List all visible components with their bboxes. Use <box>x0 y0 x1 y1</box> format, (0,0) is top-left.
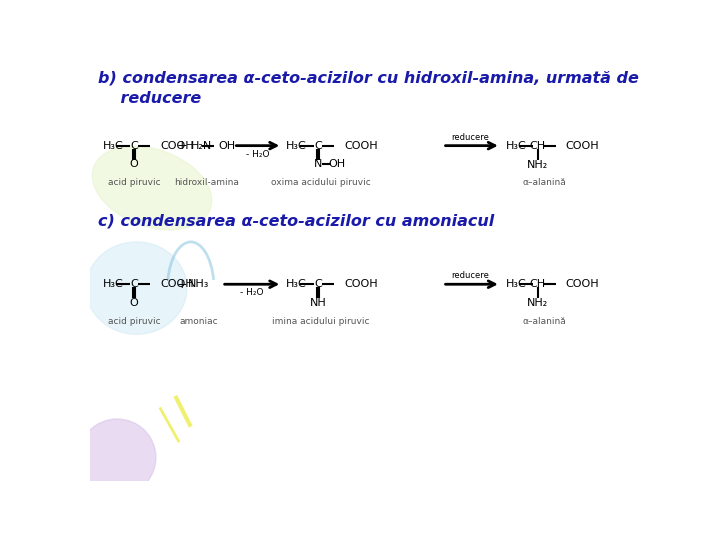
Text: acid piruvic: acid piruvic <box>108 178 161 187</box>
Ellipse shape <box>86 242 187 334</box>
Text: imina acidului piruvic: imina acidului piruvic <box>272 316 369 326</box>
Text: COOH: COOH <box>344 140 378 151</box>
Text: C: C <box>130 140 138 151</box>
Text: COOH: COOH <box>344 279 378 289</box>
Text: b) condensarea α-ceto-acizilor cu hidroxil-amina, urmată de
    reducere: b) condensarea α-ceto-acizilor cu hidrox… <box>98 71 639 106</box>
Text: NH₂: NH₂ <box>527 160 549 170</box>
Text: reducere: reducere <box>451 133 489 141</box>
Text: hidroxil-amina: hidroxil-amina <box>174 178 239 187</box>
Text: H₂N: H₂N <box>191 140 212 151</box>
Text: H₃C: H₃C <box>102 140 123 151</box>
Text: COOH: COOH <box>566 279 600 289</box>
Text: - H₂O: - H₂O <box>240 288 264 297</box>
Text: +: + <box>176 139 186 152</box>
Text: amoniac: amoniac <box>179 316 218 326</box>
Text: c) condensarea α-ceto-acizilor cu amoniacul: c) condensarea α-ceto-acizilor cu amonia… <box>98 213 494 228</box>
Text: H₃C: H₃C <box>505 279 526 289</box>
Circle shape <box>78 419 156 496</box>
Text: - H₂O: - H₂O <box>246 150 269 159</box>
Text: NH₂: NH₂ <box>527 299 549 308</box>
Text: COOH: COOH <box>566 140 600 151</box>
Text: α–alanină: α–alanină <box>522 178 566 187</box>
Text: H₃C: H₃C <box>286 279 307 289</box>
Text: +: + <box>176 278 186 291</box>
Ellipse shape <box>92 146 212 230</box>
Text: reducere: reducere <box>451 271 489 280</box>
Text: H₃C: H₃C <box>505 140 526 151</box>
Text: NH₃: NH₃ <box>188 279 210 289</box>
Text: NH: NH <box>310 298 326 308</box>
Text: COOH: COOH <box>161 140 194 151</box>
Text: OH: OH <box>219 140 235 151</box>
Text: C: C <box>314 279 322 289</box>
Text: acid piruvic: acid piruvic <box>108 316 161 326</box>
Text: O: O <box>130 298 138 308</box>
Text: α–alanină: α–alanină <box>522 316 566 326</box>
Text: CH: CH <box>529 279 545 289</box>
Text: OH: OH <box>328 159 345 169</box>
Text: N: N <box>314 159 322 169</box>
Text: C: C <box>314 140 322 151</box>
Text: C: C <box>130 279 138 289</box>
Text: O: O <box>130 159 138 169</box>
Text: CH: CH <box>529 140 545 151</box>
Text: oxima acidului piruvic: oxima acidului piruvic <box>271 178 371 187</box>
Text: H₃C: H₃C <box>286 140 307 151</box>
Text: COOH: COOH <box>161 279 194 289</box>
Text: H₃C: H₃C <box>102 279 123 289</box>
